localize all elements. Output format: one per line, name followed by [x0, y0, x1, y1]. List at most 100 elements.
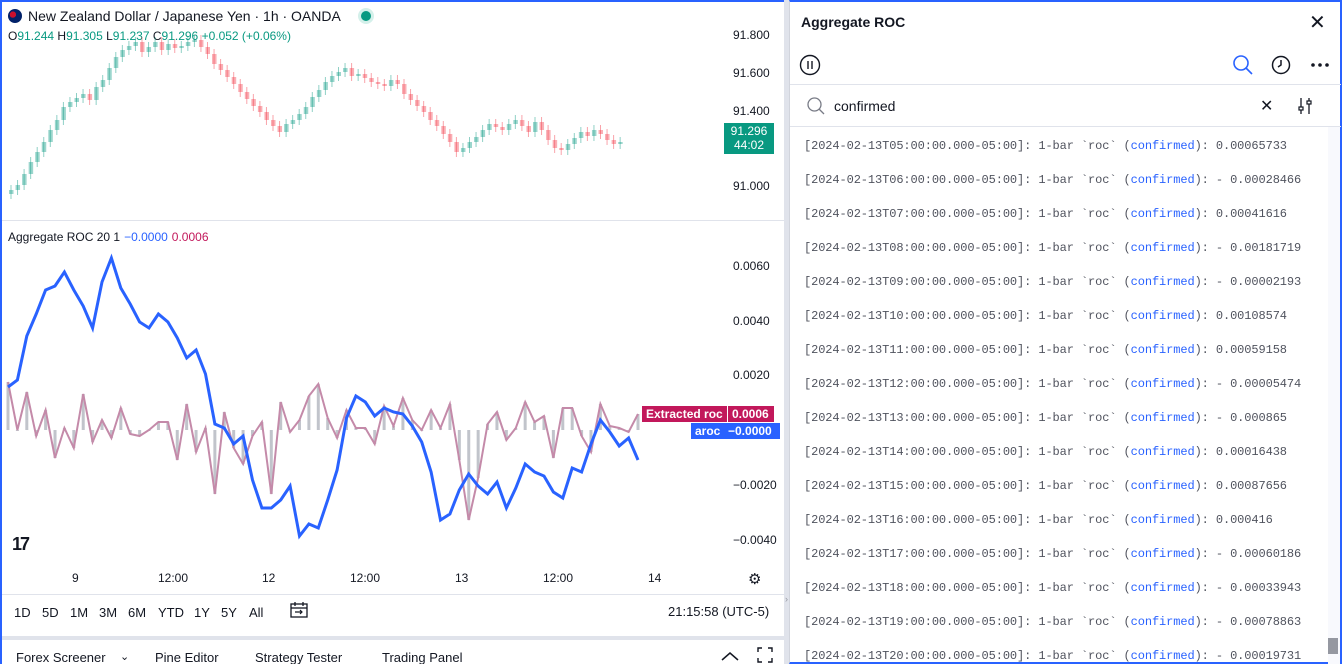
log-match-highlight: confirmed — [1130, 207, 1195, 221]
chart-area[interactable]: New Zealand Dollar / Japanese Yen · 1h ·… — [0, 0, 784, 664]
log-match-highlight: confirmed — [1130, 139, 1195, 153]
log-text: [2024-02-13T10:00:00.000-05:00]: 1-bar `… — [804, 309, 1131, 323]
chevron-down-icon[interactable]: ⌄ — [120, 651, 130, 663]
log-entry[interactable]: [2024-02-13T13:00:00.000-05:00]: 1-bar `… — [804, 411, 1287, 425]
panel-title: Aggregate ROC — [801, 14, 906, 30]
range-1m-button[interactable]: 1M — [70, 605, 89, 620]
log-value: ): - 0.00181719 — [1194, 241, 1302, 255]
log-entry[interactable]: [2024-02-13T09:00:00.000-05:00]: 1-bar `… — [804, 275, 1301, 289]
range-5y-button[interactable]: 5Y — [221, 605, 237, 620]
range-1d-button[interactable]: 1D — [14, 605, 31, 620]
log-entry[interactable]: [2024-02-13T18:00:00.000-05:00]: 1-bar `… — [804, 581, 1301, 595]
log-text: [2024-02-13T05:00:00.000-05:00]: 1-bar `… — [804, 139, 1131, 153]
search-field-icon — [807, 97, 825, 115]
log-list[interactable]: [2024-02-13T05:00:00.000-05:00]: 1-bar `… — [790, 127, 1326, 664]
filter-settings-icon[interactable] — [1296, 96, 1314, 116]
log-entry[interactable]: [2024-02-13T06:00:00.000-05:00]: 1-bar `… — [804, 173, 1301, 187]
log-match-highlight: confirmed — [1130, 513, 1195, 527]
close-value: 91.296 — [161, 29, 199, 43]
log-entry[interactable]: [2024-02-13T08:00:00.000-05:00]: 1-bar `… — [804, 241, 1301, 255]
log-text: [2024-02-13T15:00:00.000-05:00]: 1-bar `… — [804, 479, 1131, 493]
range-3m-button[interactable]: 3M — [99, 605, 118, 620]
tab-strategy-tester[interactable]: Strategy Tester — [255, 650, 343, 664]
log-text: [2024-02-13T18:00:00.000-05:00]: 1-bar `… — [804, 581, 1131, 595]
candlestick-series[interactable] — [2, 2, 702, 212]
log-entry[interactable]: [2024-02-13T14:00:00.000-05:00]: 1-bar `… — [804, 445, 1287, 459]
log-text: [2024-02-13T09:00:00.000-05:00]: 1-bar `… — [804, 275, 1131, 289]
log-entry[interactable]: [2024-02-13T07:00:00.000-05:00]: 1-bar `… — [804, 207, 1287, 221]
time-tick: 12:00 — [350, 571, 381, 585]
log-entry[interactable]: [2024-02-13T19:00:00.000-05:00]: 1-bar `… — [804, 615, 1301, 629]
gear-icon[interactable]: ⚙ — [748, 571, 762, 588]
change-value: +0.052 (+0.06%) — [201, 29, 291, 43]
clock-icon[interactable] — [1270, 54, 1292, 76]
log-value: ): - 0.00005474 — [1194, 377, 1302, 391]
maximize-icon[interactable] — [756, 646, 774, 664]
log-match-highlight: confirmed — [1130, 343, 1195, 357]
log-entry[interactable]: [2024-02-13T20:00:00.000-05:00]: 1-bar `… — [804, 649, 1301, 663]
bottom-panel-tabs: Forex Screener ⌄ Pine Editor Strategy Te… — [2, 636, 784, 664]
tab-trading-panel[interactable]: Trading Panel — [382, 650, 463, 664]
low-value: 91.237 — [112, 29, 150, 43]
pane-separator[interactable] — [2, 220, 784, 221]
log-entry[interactable]: [2024-02-13T12:00:00.000-05:00]: 1-bar `… — [804, 377, 1301, 391]
aroc-tag-value: −0.0000 — [724, 423, 780, 439]
range-all-button[interactable]: All — [249, 605, 264, 620]
log-match-highlight: confirmed — [1130, 309, 1195, 323]
log-entry[interactable]: [2024-02-13T05:00:00.000-05:00]: 1-bar `… — [804, 139, 1287, 153]
log-text: [2024-02-13T19:00:00.000-05:00]: 1-bar `… — [804, 615, 1131, 629]
log-match-highlight: confirmed — [1130, 411, 1195, 425]
indicator-legend[interactable]: Aggregate ROC 20 1 −0.0000 0.0006 — [8, 230, 209, 244]
market-open-icon — [360, 11, 371, 21]
scrollbar[interactable] — [1328, 127, 1340, 664]
symbol-title-text: New Zealand Dollar / Japanese Yen · 1h ·… — [28, 8, 341, 24]
high-value: 91.305 — [66, 29, 103, 43]
range-1y-button[interactable]: 1Y — [194, 605, 210, 620]
collapse-handle-icon[interactable]: › — [785, 594, 788, 604]
close-icon[interactable]: ✕ — [1309, 12, 1326, 34]
clear-search-icon[interactable]: ✕ — [1260, 98, 1274, 115]
low-key: L — [106, 29, 113, 43]
log-match-highlight: confirmed — [1130, 445, 1195, 459]
log-match-highlight: confirmed — [1130, 547, 1195, 561]
panel-divider[interactable] — [784, 0, 789, 664]
log-match-highlight: confirmed — [1130, 649, 1195, 663]
indicator-plot[interactable] — [2, 232, 702, 562]
timezone-clock[interactable]: 21:15:58 (UTC-5) — [668, 604, 770, 619]
ind-tick: 0.0040 — [733, 314, 770, 328]
range-ytd-button[interactable]: YTD — [158, 605, 184, 620]
search-icon[interactable] — [1232, 54, 1254, 76]
open-value: 91.244 — [17, 29, 55, 43]
log-text: [2024-02-13T17:00:00.000-05:00]: 1-bar `… — [804, 547, 1131, 561]
log-text: [2024-02-13T13:00:00.000-05:00]: 1-bar `… — [804, 411, 1131, 425]
log-match-highlight: confirmed — [1130, 377, 1195, 391]
chevron-up-icon[interactable] — [720, 650, 740, 662]
more-options-icon[interactable] — [1309, 54, 1331, 76]
time-tick: 13 — [455, 571, 469, 585]
log-entry[interactable]: [2024-02-13T15:00:00.000-05:00]: 1-bar `… — [804, 479, 1287, 493]
calendar-icon[interactable] — [289, 600, 309, 620]
symbol-title[interactable]: New Zealand Dollar / Japanese Yen · 1h ·… — [8, 8, 371, 24]
scrollbar-thumb[interactable] — [1328, 638, 1338, 654]
aroc-tag: aroc — [691, 423, 725, 439]
log-entry[interactable]: [2024-02-13T11:00:00.000-05:00]: 1-bar `… — [804, 343, 1287, 357]
log-search-input[interactable] — [834, 98, 1214, 114]
pause-icon[interactable] — [799, 54, 821, 76]
log-entry[interactable]: [2024-02-13T16:00:00.000-05:00]: 1-bar `… — [804, 513, 1273, 527]
range-5d-button[interactable]: 5D — [42, 605, 59, 620]
log-value: ): 0.00059158 — [1194, 343, 1287, 357]
price-tick: 91.000 — [733, 179, 770, 193]
log-text: [2024-02-13T06:00:00.000-05:00]: 1-bar `… — [804, 173, 1131, 187]
log-entry[interactable]: [2024-02-13T17:00:00.000-05:00]: 1-bar `… — [804, 547, 1301, 561]
tradingview-logo-icon[interactable]: 17 — [12, 534, 30, 554]
tab-pine-editor[interactable]: Pine Editor — [155, 650, 219, 664]
indicator-name: Aggregate ROC 20 1 — [8, 230, 121, 244]
extracted-legend-value: 0.0006 — [171, 230, 209, 244]
bar-countdown: 44:02 — [733, 138, 765, 152]
tab-forex-screener[interactable]: Forex Screener — [16, 650, 106, 664]
log-entry[interactable]: [2024-02-13T10:00:00.000-05:00]: 1-bar `… — [804, 309, 1287, 323]
range-6m-button[interactable]: 6M — [128, 605, 147, 620]
ind-tick: −0.0020 — [733, 478, 777, 492]
ind-tick: −0.0040 — [733, 533, 777, 547]
price-tick: 91.800 — [733, 28, 770, 42]
